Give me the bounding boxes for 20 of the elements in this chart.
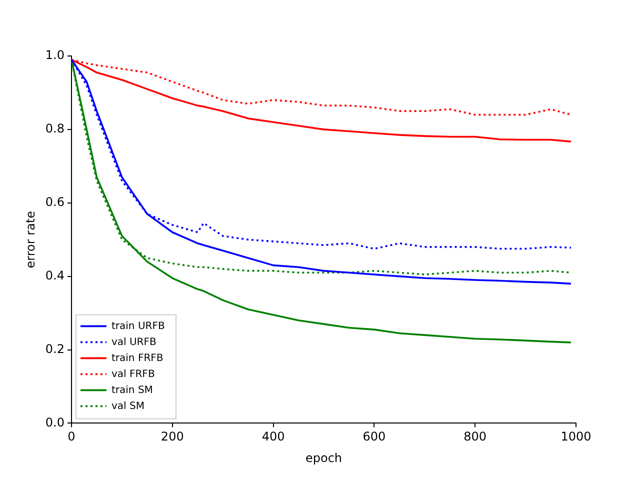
x-axis-title: epoch: [305, 450, 342, 465]
y-tick-label: 0.2: [45, 342, 64, 356]
y-tick-label: 0.0: [45, 415, 64, 430]
y-tick-label: 0.8: [45, 122, 64, 136]
y-tick-label: 1.0: [45, 48, 64, 62]
y-tick-label: 0.4: [45, 268, 64, 282]
x-tick-label: 400: [262, 430, 285, 444]
legend-label: train FRFB: [111, 352, 164, 364]
x-tick-label: 600: [362, 430, 386, 444]
x-tick-label: 0: [68, 430, 76, 444]
x-tick-label: 1000: [560, 430, 592, 444]
y-axis-title: error rate: [23, 210, 38, 268]
y-tick-label: 0.6: [45, 195, 64, 210]
legend-label: val URFB: [111, 336, 157, 348]
legend-label: val FRFB: [111, 368, 155, 380]
legend-label: val SM: [111, 400, 144, 412]
legend-label: train URFB: [111, 320, 165, 332]
legend-label: train SM: [111, 384, 153, 396]
x-tick-label: 800: [464, 430, 487, 444]
x-tick-label: 200: [160, 430, 184, 444]
